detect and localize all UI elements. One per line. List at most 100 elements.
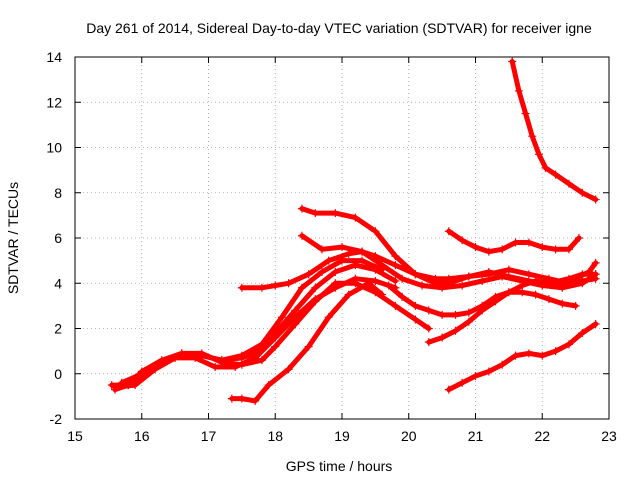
data-point — [231, 362, 240, 371]
data-point — [551, 245, 560, 254]
data-point — [197, 351, 206, 360]
data-point — [551, 170, 560, 179]
data-point — [237, 351, 246, 360]
data-point — [564, 245, 573, 254]
data-point — [257, 340, 266, 349]
data-point — [338, 243, 346, 252]
series-trace — [119, 258, 385, 386]
data-point — [324, 313, 333, 322]
data-point — [297, 204, 306, 213]
data-point — [498, 245, 507, 254]
data-point — [131, 381, 140, 390]
data-point — [227, 394, 236, 403]
data-point — [528, 132, 537, 141]
data-point — [578, 188, 587, 197]
data-point — [591, 195, 600, 204]
y-tick-label: 4 — [54, 275, 62, 291]
data-point — [311, 283, 320, 292]
data-point — [217, 356, 226, 365]
data-point — [378, 261, 387, 270]
x-tick-label: 23 — [601, 428, 617, 444]
data-point — [317, 245, 326, 254]
data-point — [534, 150, 543, 159]
data-point — [391, 276, 400, 285]
data-series — [107, 57, 600, 405]
data-point — [458, 378, 467, 387]
data-point — [371, 227, 380, 236]
data-point — [424, 324, 433, 333]
data-point — [117, 378, 126, 387]
data-point — [508, 57, 517, 66]
x-tick-label: 15 — [67, 428, 83, 444]
data-point — [271, 333, 280, 342]
data-point — [541, 163, 550, 172]
series-trace — [299, 233, 599, 291]
data-point — [111, 383, 120, 392]
data-point — [284, 279, 293, 288]
series-trace — [509, 59, 599, 202]
data-point — [177, 349, 186, 358]
data-point — [584, 267, 593, 276]
data-point — [411, 315, 420, 324]
data-point — [544, 279, 553, 288]
data-point — [211, 362, 220, 371]
y-tick-label: 12 — [46, 94, 62, 110]
data-point — [418, 281, 427, 290]
y-tick-label: 14 — [46, 49, 62, 65]
data-point — [514, 86, 523, 95]
data-point — [251, 396, 260, 405]
x-tick-labels: 15 16 17 18 19 20 21 22 23 — [67, 428, 617, 444]
data-point — [291, 313, 300, 322]
x-tick-label: 20 — [401, 428, 417, 444]
data-point — [571, 274, 580, 283]
data-point — [358, 247, 367, 256]
data-point — [524, 270, 533, 279]
data-point — [591, 319, 600, 328]
data-point — [398, 274, 407, 283]
data-point — [464, 317, 473, 326]
grid-lines — [75, 57, 609, 419]
data-point — [438, 310, 447, 319]
series-trace — [446, 321, 599, 393]
data-point — [504, 265, 513, 274]
data-point — [304, 342, 313, 351]
data-point — [351, 274, 360, 283]
data-point — [331, 209, 340, 218]
data-point — [358, 256, 367, 265]
data-point — [351, 213, 360, 222]
data-point — [331, 283, 340, 292]
series-trace — [229, 280, 385, 404]
data-point — [424, 338, 433, 347]
data-point — [384, 281, 393, 290]
data-point — [578, 329, 587, 338]
data-point — [297, 283, 306, 292]
data-point — [458, 281, 467, 290]
x-tick-label: 21 — [468, 428, 484, 444]
data-point — [558, 299, 567, 308]
data-point — [398, 292, 407, 301]
data-point — [458, 236, 467, 245]
y-tick-label: 10 — [46, 140, 62, 156]
data-point — [531, 290, 540, 299]
plot-area-border — [74, 56, 610, 420]
data-point — [257, 356, 266, 365]
data-point — [521, 109, 530, 118]
data-point — [498, 360, 507, 369]
data-point — [291, 306, 300, 315]
data-point — [157, 358, 166, 367]
data-point — [271, 281, 280, 290]
data-point — [511, 238, 520, 247]
series-trace — [446, 228, 582, 255]
data-point — [344, 249, 353, 258]
x-tick-label: 22 — [534, 428, 550, 444]
y-tick-label: 6 — [54, 230, 62, 246]
x-tick-label: 17 — [201, 428, 217, 444]
data-point — [444, 385, 453, 394]
data-point — [464, 272, 473, 281]
data-point — [491, 297, 500, 306]
series-track-5 — [227, 279, 387, 405]
series-track-10 — [424, 258, 600, 347]
data-point — [411, 301, 420, 310]
data-point — [478, 306, 487, 315]
